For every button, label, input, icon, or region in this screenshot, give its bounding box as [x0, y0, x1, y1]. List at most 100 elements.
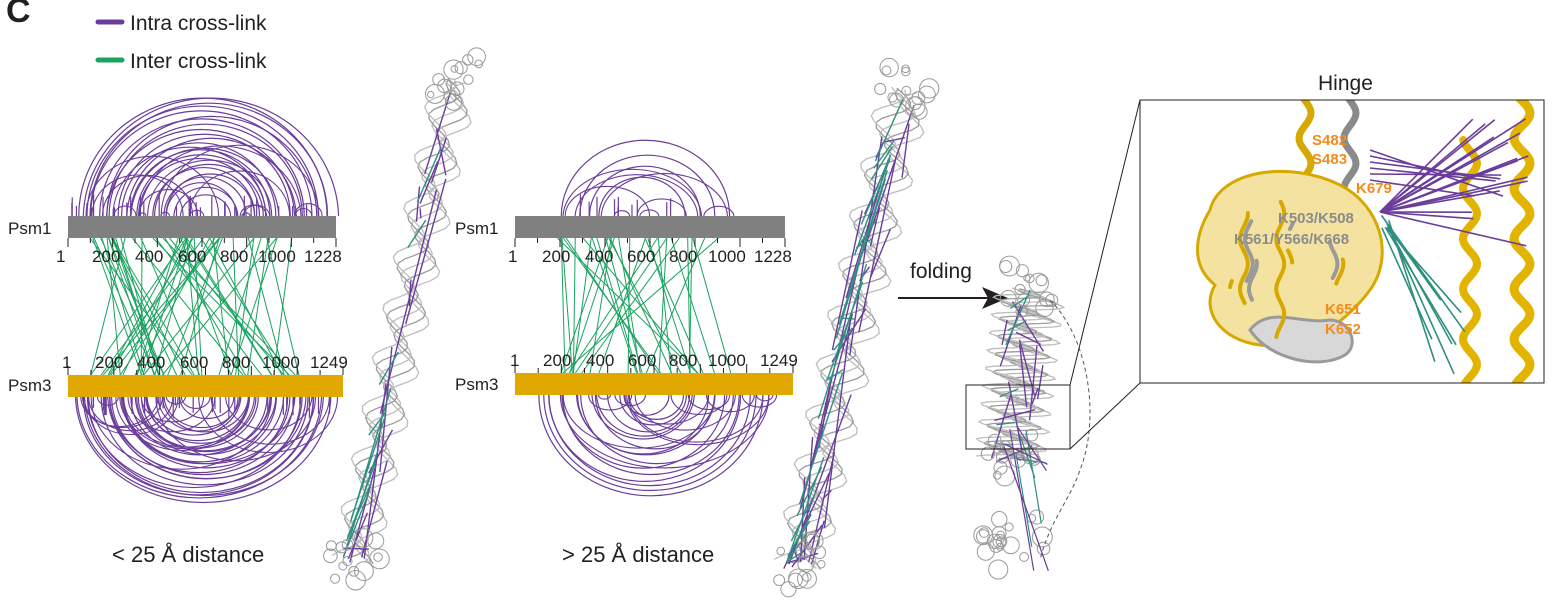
intra-crosslink-arc	[589, 165, 701, 217]
inter-crosslink	[111, 237, 186, 376]
inter-crosslink	[826, 281, 864, 382]
globular-domain	[1028, 272, 1049, 294]
intra-crosslink	[786, 552, 819, 564]
globular-domain	[1015, 264, 1029, 278]
coiled-coil-structure-short	[323, 47, 486, 591]
inter-crosslink	[1009, 294, 1030, 310]
intra-crosslink	[803, 436, 814, 560]
intra-crosslink-arc	[86, 105, 319, 217]
intra-crosslink	[849, 136, 883, 356]
intra-crosslink	[424, 92, 451, 175]
psm3-tick-label: 400	[586, 351, 614, 370]
inter-crosslink	[609, 237, 673, 374]
globular-domain	[917, 85, 936, 104]
inter-crosslink	[1384, 226, 1457, 346]
inter-crosslink	[186, 237, 273, 376]
inter-crosslink	[266, 237, 300, 376]
hinge-domain-psm1	[1248, 315, 1354, 364]
inter-crosslink	[113, 237, 160, 376]
psm3-intra-arcs	[538, 394, 778, 497]
globular-domain	[874, 82, 887, 96]
intra-crosslink	[808, 452, 836, 563]
intra-crosslink-arc	[613, 210, 631, 217]
inter-crosslink	[855, 238, 873, 249]
legend-inter-label: Inter cross-link	[130, 50, 267, 73]
intra-crosslink	[419, 208, 422, 219]
intra-crosslink	[1019, 344, 1028, 408]
intra-crosslink-arc	[591, 394, 695, 440]
intra-crosslink-arc	[138, 212, 147, 217]
intra-crosslink-arc	[639, 209, 660, 217]
intra-crosslink-arc	[112, 146, 267, 217]
inter-crosslink	[996, 421, 1015, 426]
globular-domain	[373, 552, 383, 562]
coiled-coil-structure-long	[773, 57, 940, 598]
intra-crosslink-arc	[152, 167, 256, 217]
inter-crosslink	[90, 237, 187, 376]
globular-domain	[999, 255, 1020, 277]
intra-crosslink-arc	[165, 182, 238, 217]
psm1-tick-label: 1000	[258, 247, 296, 266]
inter-crosslink	[826, 369, 844, 381]
globular-domain	[338, 561, 348, 571]
intra-crosslink-arc	[136, 154, 267, 217]
psm1-tick-label: 600	[178, 247, 206, 266]
inter-crosslink	[561, 237, 573, 374]
intra-crosslink	[858, 266, 871, 282]
intra-crosslink-arc	[607, 394, 691, 433]
hinge-title: Hinge	[1318, 72, 1373, 95]
intra-crosslink	[1028, 345, 1038, 421]
inter-crosslink	[109, 237, 194, 376]
psm3-tick-label: 200	[95, 353, 123, 372]
inter-crosslink	[180, 237, 220, 376]
globular-domain	[999, 259, 1013, 274]
intra-crosslink-arc	[189, 170, 291, 217]
hinge-domain-structure	[1196, 100, 1535, 383]
intra-crosslink	[884, 136, 906, 143]
intra-crosslink-arc	[140, 396, 271, 453]
intra-crosslink-arc	[138, 157, 261, 217]
intra-crosslink-arc	[80, 396, 159, 428]
inter-crosslink	[873, 140, 895, 169]
globular-domain	[911, 91, 926, 106]
folded-structure	[973, 255, 1091, 580]
inter-crosslink	[131, 237, 244, 376]
intra-crosslink-arc	[575, 394, 716, 456]
globular-domain	[474, 59, 484, 69]
globular-domain	[449, 81, 465, 97]
intra-crosslink	[408, 280, 412, 307]
intra-crosslink-arc	[96, 396, 119, 406]
intra-crosslink-arc	[90, 110, 313, 217]
inter-crosslink	[209, 237, 283, 376]
globular-domain	[995, 450, 1010, 464]
intra-crosslink-arc	[574, 174, 699, 217]
protein-backbone	[347, 77, 465, 563]
psm3-bar	[68, 375, 343, 397]
alpha-helix	[1237, 211, 1250, 306]
inter-crosslink	[568, 237, 658, 374]
psm3-tick-label: 1249	[310, 353, 348, 372]
globular-domain	[443, 59, 464, 80]
intra-crosslink-arc	[543, 394, 757, 492]
inter-crosslink	[350, 417, 386, 519]
intra-crosslink	[1369, 149, 1504, 197]
globular-domain	[773, 574, 786, 587]
psm3-tick-label: 800	[669, 351, 697, 370]
intra-crosslink	[1036, 365, 1044, 400]
residue-label: K679	[1356, 180, 1392, 197]
psm1-intra-arcs	[560, 139, 735, 217]
intra-crosslink	[1379, 160, 1518, 213]
intra-crosslink-arc	[562, 168, 703, 217]
disordered-loop	[1039, 299, 1091, 561]
inter-crosslink	[835, 178, 887, 339]
intra-crosslink-arc	[588, 394, 633, 411]
globular-domain	[341, 538, 354, 551]
alpha-helix	[1274, 199, 1287, 339]
inter-crosslink	[692, 237, 732, 374]
globular-domain	[329, 573, 341, 584]
crosslink-map-long: Psm1 Psm3 1 200 400 600 800 1000 1228 1 …	[455, 139, 798, 567]
inter-crosslink	[790, 490, 817, 542]
intra-crosslink-arc	[106, 115, 318, 217]
inter-crosslink	[235, 237, 255, 376]
